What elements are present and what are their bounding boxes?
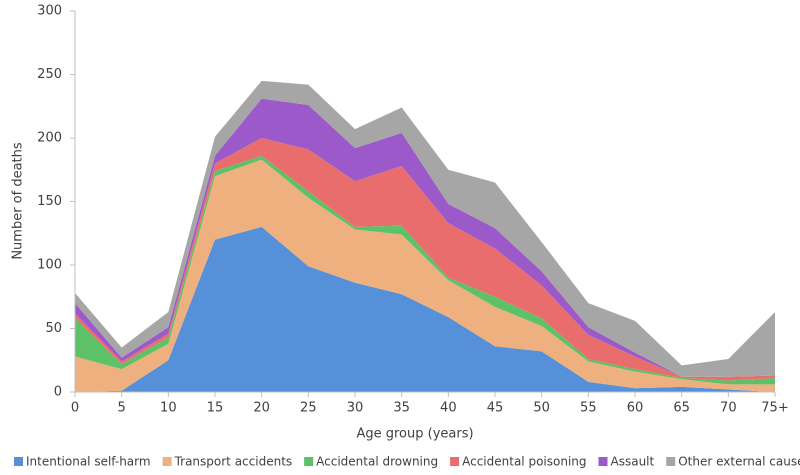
x-tick-label: 75+ — [761, 401, 788, 416]
y-tick-label: 250 — [37, 67, 62, 82]
legend-swatch — [14, 457, 23, 466]
legend-label: Accidental drowning — [316, 455, 438, 469]
y-tick-label: 50 — [45, 321, 62, 336]
x-tick-label: 45 — [487, 401, 504, 416]
x-tick-label: 25 — [300, 401, 317, 416]
y-tick-label: 100 — [37, 258, 62, 273]
x-tick-label: 5 — [118, 401, 126, 416]
y-tick-label: 300 — [37, 4, 62, 19]
x-tick-label: 60 — [627, 401, 644, 416]
x-tick-label: 50 — [533, 401, 550, 416]
x-tick-label: 65 — [673, 401, 690, 416]
legend-swatch — [162, 457, 172, 466]
y-tick-label: 150 — [37, 194, 62, 209]
area — [75, 226, 775, 392]
legend-swatch — [304, 457, 314, 466]
x-tick-label: 10 — [160, 401, 177, 416]
legend-swatch — [598, 457, 608, 466]
y-tick-label: 0 — [54, 385, 62, 400]
x-tick-label: 30 — [347, 401, 364, 416]
legend-label: Intentional self-harm — [26, 455, 151, 469]
legend-label: Other external causes — [678, 455, 800, 469]
legend-label: Assault — [611, 455, 655, 469]
x-tick-label: 0 — [71, 401, 79, 416]
legend-label: Accidental poisoning — [462, 455, 586, 469]
y-tick-label: 200 — [37, 131, 62, 146]
legend-swatch — [666, 457, 676, 466]
x-tick-label: 40 — [440, 401, 457, 416]
legend-label: Transport accidents — [174, 455, 293, 469]
y-axis-title: Number of deaths — [11, 142, 26, 260]
x-tick-label: 15 — [207, 401, 224, 416]
area — [75, 80, 775, 377]
x-tick-label: 55 — [580, 401, 597, 416]
x-tick-label: 20 — [253, 401, 270, 416]
x-axis-title: Age group (years) — [356, 427, 473, 442]
x-tick-label: 70 — [720, 401, 737, 416]
x-tick-label: 35 — [393, 401, 410, 416]
legend-swatch — [450, 457, 460, 466]
area — [75, 159, 775, 392]
